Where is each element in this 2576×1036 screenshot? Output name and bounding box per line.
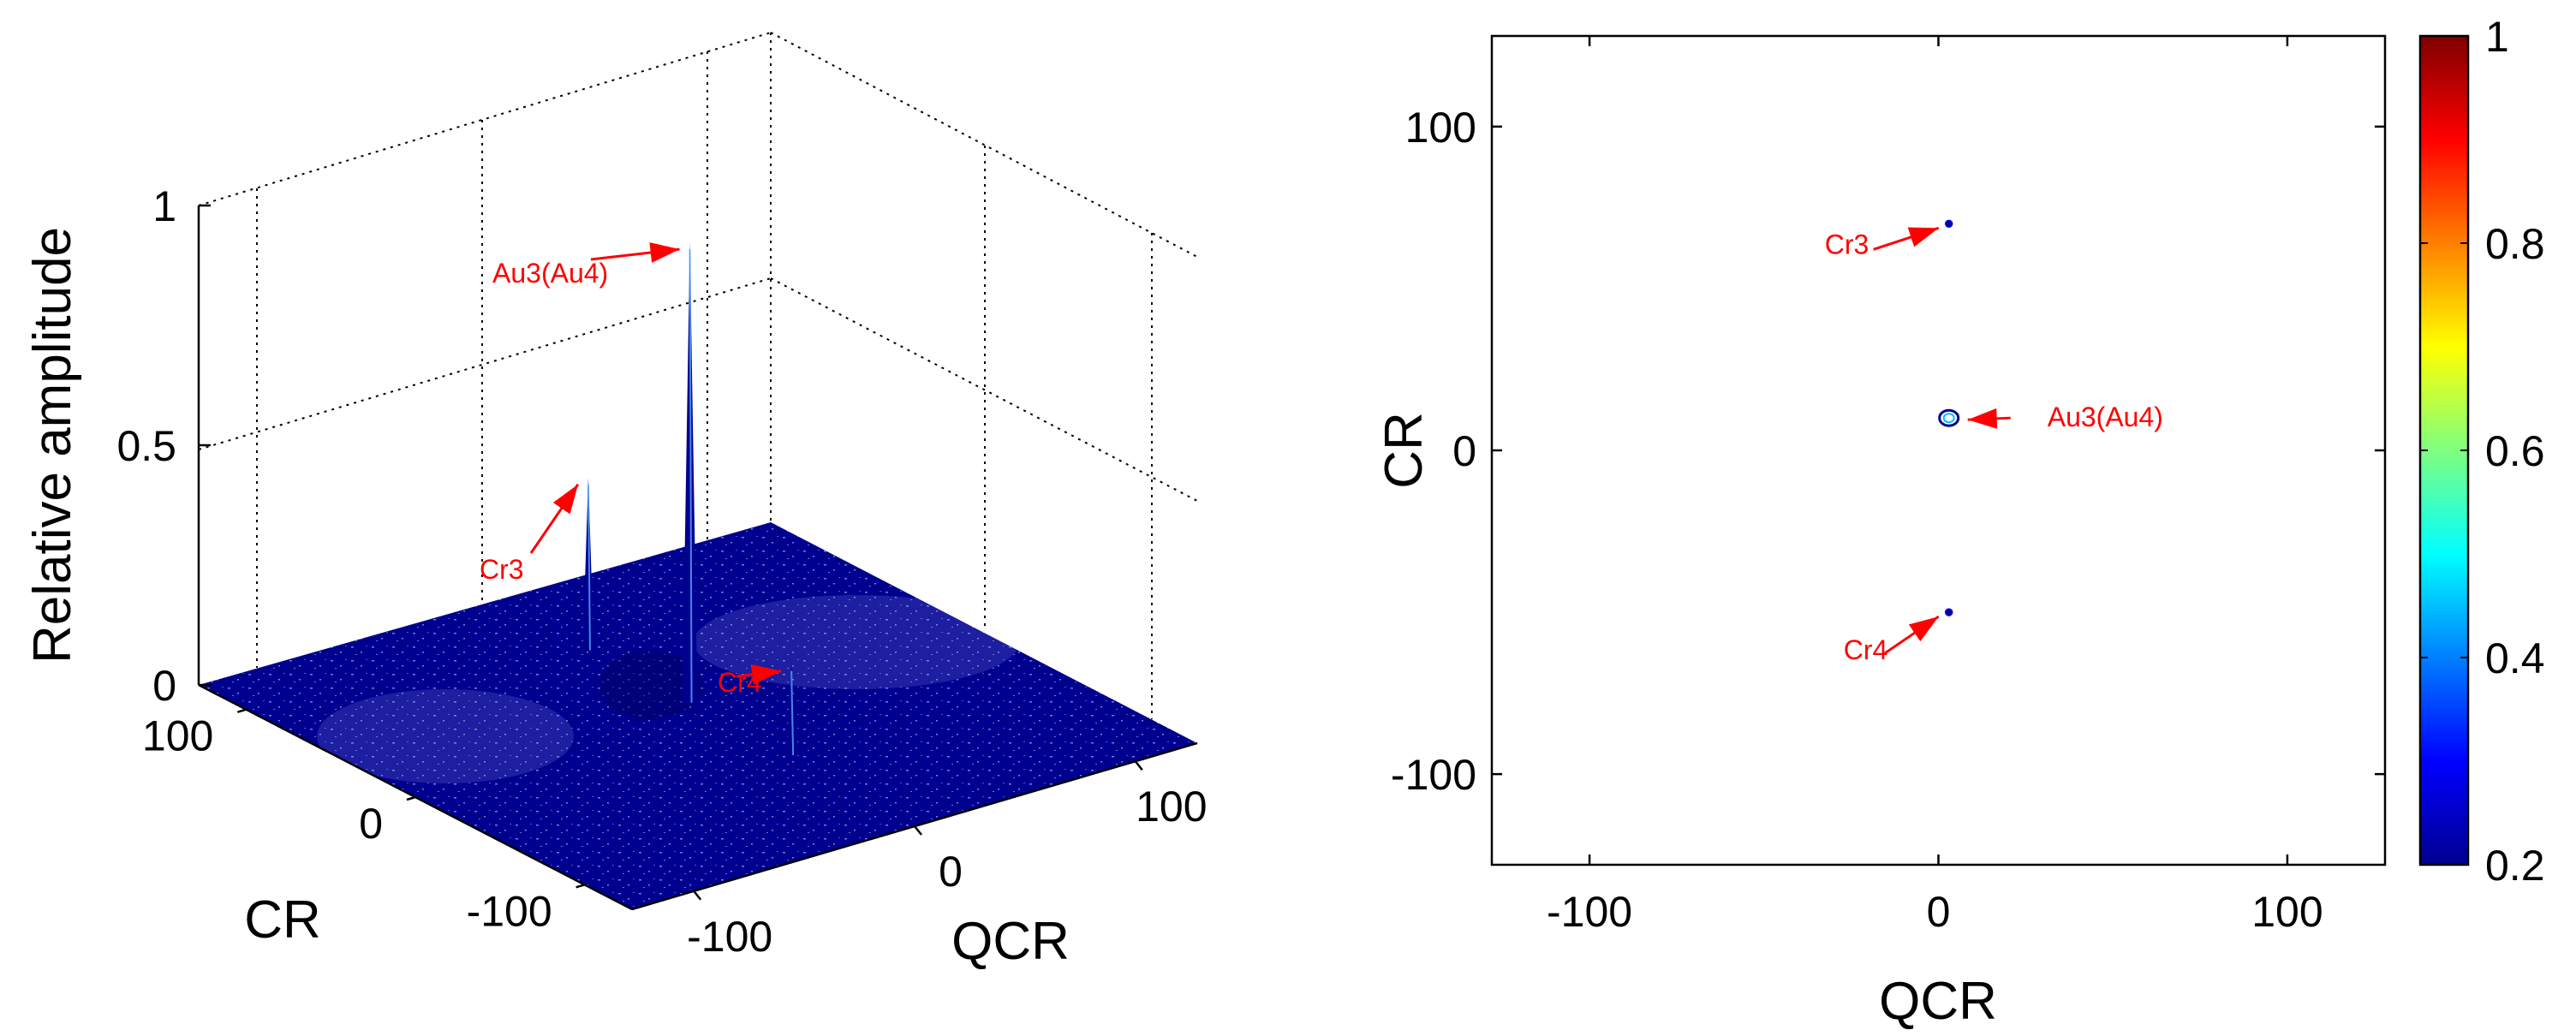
x-tick-label: 0: [1927, 888, 1951, 936]
surface-annotations: Au3(Au4) Cr3 Cr4: [480, 242, 782, 698]
cr-tick-label: 100: [142, 712, 213, 760]
contour-x-axis-label: QCR: [1879, 972, 1997, 1031]
contour-ring-inner: [1942, 413, 1955, 424]
surface-highlights: [317, 595, 1019, 783]
cr-tick-label: -100: [467, 887, 552, 935]
colorbar-tick-label: 0.8: [2485, 220, 2545, 268]
surface-arrow-head: [649, 242, 680, 263]
contour-ring: [1938, 408, 1960, 427]
qcr-tick-label: -100: [687, 913, 772, 961]
qcr-axis-label-3d: QCR: [951, 912, 1070, 971]
y-tick-label: 100: [1405, 104, 1476, 152]
peak-highlight: [790, 670, 795, 756]
colorbar-tick-label: 0.2: [2485, 842, 2545, 890]
surface-peak-label: Cr3: [480, 554, 524, 585]
contour-x-ticks: -100 0 100: [1547, 36, 2323, 936]
surface-peaks: [582, 242, 796, 756]
surface-floor: [199, 522, 1197, 909]
contour-dot: [1944, 219, 1953, 229]
cr-tick: [236, 708, 247, 713]
qcr-tick-label: 100: [1136, 783, 1207, 831]
cr-axis-label-3d: CR: [244, 890, 321, 950]
surface-arrow-head: [552, 484, 578, 515]
contour-annotations: Cr3 Au3(Au4) Cr4: [1825, 226, 2163, 665]
cr-tick-label: 0: [359, 800, 383, 848]
contour-y-axis-label: CR: [1374, 412, 1434, 489]
z-axis-ticks: 00.51: [116, 182, 211, 710]
y-tick-label: -100: [1391, 751, 1476, 799]
surface-grid: [198, 32, 1198, 719]
z-tick-label: 0.5: [116, 422, 176, 470]
colorbar-tick-label: 0.4: [2485, 634, 2545, 682]
cr-tick: [406, 795, 416, 801]
contour-dot: [1944, 608, 1953, 616]
z-axis-label: Relative amplitude: [23, 227, 82, 664]
contour-peak-label: Cr3: [1825, 229, 1869, 259]
contour-arrow-head: [1907, 227, 1939, 247]
contour-axes-box: [1490, 34, 2387, 866]
z-tick-label: 1: [152, 182, 176, 230]
x-tick-label: -100: [1547, 888, 1632, 936]
cr-axis-ticks: 100 0 -100: [142, 708, 586, 935]
qcr-tick-label: 0: [939, 848, 963, 896]
colorbar-ticks: 1 0.8 0.6 0.4 0.2: [2420, 13, 2545, 890]
z-tick-label: 0: [152, 662, 176, 710]
qcr-tick: [914, 825, 922, 836]
contour-y-ticks: 100 0 -100: [1391, 104, 2385, 799]
surface-arrow-head: [750, 664, 782, 685]
y-tick-label: 0: [1452, 427, 1476, 475]
contour-peak-label: Au3(Au4): [2048, 402, 2163, 432]
qcr-tick: [693, 890, 702, 901]
x-tick-label: 100: [2251, 888, 2323, 936]
contour-arrow-head: [1967, 408, 1998, 429]
cr-tick: [575, 884, 586, 889]
contour-peak-label: Cr4: [1844, 634, 1888, 665]
contour-peaks: [1938, 219, 1960, 616]
peak-highlight: [689, 249, 693, 703]
qcr-tick: [1134, 760, 1143, 771]
contour-arrow-head: [1908, 616, 1939, 642]
qcr-axis-ticks: -100 0 100: [687, 760, 1208, 961]
peak-highlight: [587, 484, 591, 651]
colorbar-tick-label: 1: [2485, 13, 2509, 61]
surface-peak-label: Au3(Au4): [492, 258, 608, 289]
surface-peak-label: Cr4: [718, 667, 762, 698]
colorbar-tick-label: 0.6: [2485, 427, 2545, 475]
colorbar: [2418, 34, 2470, 866]
